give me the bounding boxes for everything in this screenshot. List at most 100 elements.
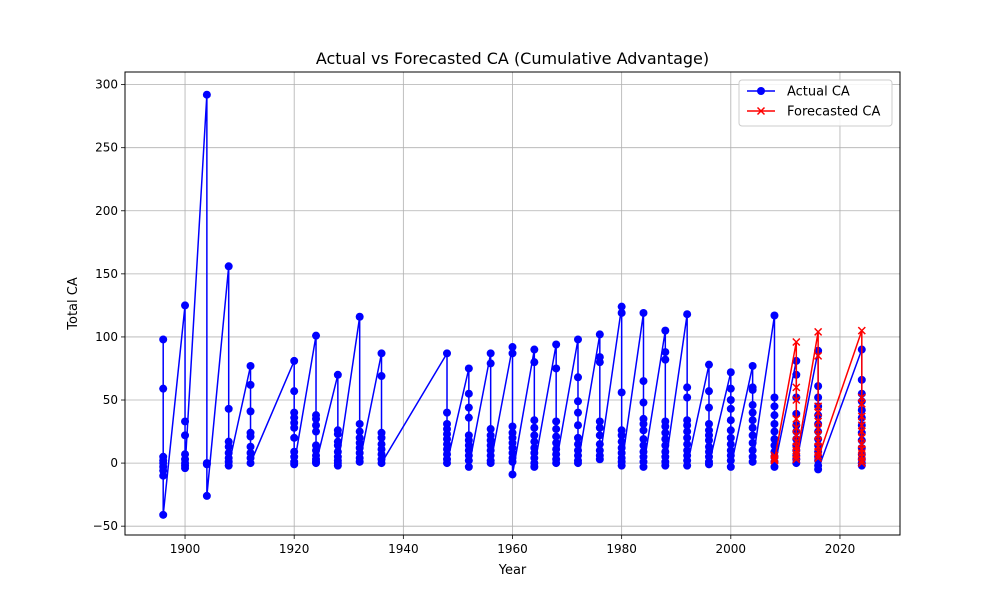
data-point-actual: [312, 421, 321, 430]
data-point-actual: [814, 465, 823, 474]
data-point-actual: [552, 425, 561, 434]
data-point-actual: [639, 308, 648, 317]
data-point-actual: [464, 462, 473, 471]
y-tick-label: 150: [95, 267, 118, 281]
data-point-forecast: [814, 351, 823, 360]
data-point-forecast: [857, 393, 866, 402]
data-point-actual: [224, 442, 233, 451]
data-point-actual: [312, 331, 321, 340]
data-point-actual: [246, 432, 255, 441]
data-point-actual: [486, 459, 495, 468]
data-point-actual: [508, 343, 517, 352]
data-point-actual: [748, 385, 757, 394]
data-point-actual: [290, 433, 299, 442]
data-point-actual: [748, 431, 757, 440]
data-point-actual: [661, 428, 670, 437]
data-point-actual: [159, 510, 168, 519]
data-point-actual: [486, 359, 495, 368]
data-point-actual: [181, 301, 190, 310]
data-point-actual: [290, 423, 299, 432]
data-point-actual: [748, 401, 757, 410]
y-tick-label: 250: [95, 141, 118, 155]
data-point-actual: [704, 387, 713, 396]
data-point-actual: [333, 461, 342, 470]
data-point-actual: [770, 435, 779, 444]
data-point-actual: [377, 459, 386, 468]
data-point-actual: [224, 461, 233, 470]
data-point-actual: [159, 384, 168, 393]
data-point-actual: [159, 335, 168, 344]
data-point-actual: [290, 387, 299, 396]
data-point-actual: [595, 431, 604, 440]
data-point-actual: [683, 433, 692, 442]
data-point-actual: [377, 372, 386, 381]
data-point-forecast: [792, 452, 801, 461]
data-point-actual: [333, 370, 342, 379]
data-point-actual: [312, 459, 321, 468]
data-point-actual: [748, 423, 757, 432]
data-point-actual: [246, 459, 255, 468]
data-point-actual: [312, 414, 321, 423]
data-point-actual: [617, 461, 626, 470]
data-point-actual: [617, 308, 626, 317]
data-point-actual: [704, 403, 713, 412]
data-point-actual: [726, 368, 735, 377]
data-point-actual: [726, 440, 735, 449]
data-point-forecast: [857, 459, 866, 468]
data-point-forecast: [792, 337, 801, 347]
data-point-actual: [639, 426, 648, 435]
data-point-actual: [639, 377, 648, 386]
data-point-actual: [552, 340, 561, 349]
data-point-actual: [312, 427, 321, 436]
data-point-actual: [617, 437, 626, 446]
plot-layer: [159, 90, 866, 519]
data-point-actual: [552, 438, 561, 447]
data-point-actual: [443, 408, 452, 417]
data-point-actual: [573, 440, 582, 449]
data-point-actual: [486, 349, 495, 358]
data-point-actual: [530, 437, 539, 446]
data-point-actual: [595, 423, 604, 432]
data-point-actual: [530, 431, 539, 440]
data-point-actual: [704, 460, 713, 469]
data-point-actual: [530, 462, 539, 471]
data-point-actual: [552, 432, 561, 441]
data-point-forecast: [792, 414, 801, 423]
data-point-actual: [246, 361, 255, 370]
data-point-actual: [748, 457, 757, 466]
data-point-forecast: [792, 395, 801, 405]
data-point-actual: [486, 425, 495, 434]
data-point-forecast: [857, 399, 866, 408]
y-tick-label: −50: [93, 519, 118, 533]
x-tick-label: 2020: [825, 542, 856, 556]
data-point-actual: [573, 421, 582, 430]
data-point-actual: [770, 402, 779, 411]
data-point-actual: [639, 419, 648, 428]
data-point-actual: [573, 373, 582, 382]
data-point-actual: [770, 427, 779, 436]
data-point-actual: [726, 416, 735, 425]
legend-actual-label: Actual CA: [787, 85, 850, 100]
data-point-actual: [748, 361, 757, 370]
y-tick-label: 0: [110, 456, 118, 470]
data-point-actual: [573, 433, 582, 442]
data-point-actual: [355, 312, 364, 321]
data-point-forecast: [770, 455, 779, 464]
data-point-actual: [726, 396, 735, 405]
data-point-actual: [202, 491, 211, 500]
data-point-actual: [443, 349, 452, 358]
data-point-actual: [508, 349, 517, 358]
data-point-actual: [202, 90, 211, 99]
data-point-forecast: [792, 423, 801, 432]
data-point-actual: [617, 302, 626, 311]
data-point-actual: [246, 407, 255, 416]
data-point-actual: [595, 417, 604, 426]
data-point-actual: [726, 456, 735, 465]
y-tick-label: 100: [95, 330, 118, 344]
data-point-actual: [704, 436, 713, 445]
data-point-actual: [595, 455, 604, 464]
data-point-actual: [704, 419, 713, 428]
data-point-actual: [508, 422, 517, 431]
data-point-forecast: [770, 454, 779, 463]
data-point-actual: [661, 422, 670, 431]
